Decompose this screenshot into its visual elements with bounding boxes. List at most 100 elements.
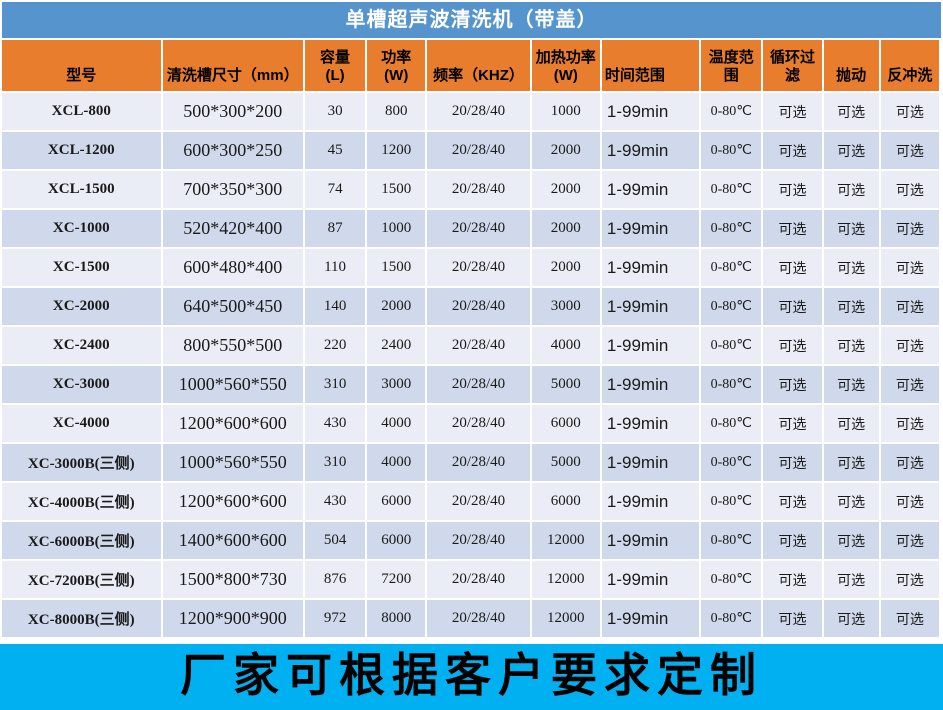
- cell-tank_size: 700*350*300: [162, 171, 303, 208]
- cell-power: 1200: [367, 132, 426, 169]
- cell-power: 7200: [367, 561, 426, 598]
- cell-backwash: 可选: [880, 249, 939, 286]
- cell-time_range: 1-99min: [601, 93, 700, 130]
- cell-model: XC-3000B(三侧): [2, 444, 161, 481]
- cell-time_range: 1-99min: [601, 483, 700, 520]
- spec-table-body: XCL-800 500*300*200 30 800 20/28/40 1000 1-99m…: [2, 93, 939, 637]
- cell-power: 6000: [367, 483, 426, 520]
- cell-temp_range: 0-80℃: [701, 366, 762, 403]
- cell-backwash: 可选: [880, 93, 939, 130]
- cell-capacity: 45: [304, 132, 366, 169]
- customization-banner: 厂家可根据客户要求定制: [0, 644, 943, 710]
- cell-agitation: 可选: [823, 93, 879, 130]
- cell-model: XC-3000: [2, 366, 161, 403]
- cell-agitation: 可选: [823, 561, 879, 598]
- cell-agitation: 可选: [823, 288, 879, 325]
- column-header-circulation-filter: 循环过滤: [763, 40, 822, 91]
- cell-backwash: 可选: [880, 405, 939, 442]
- table-row: XC-1000 520*420*400 87 1000 20/28/40 2000 1-99…: [2, 210, 939, 247]
- cell-time_range: 1-99min: [601, 444, 700, 481]
- cell-tank_size: 520*420*400: [162, 210, 303, 247]
- cell-time_range: 1-99min: [601, 288, 700, 325]
- cell-model: XCL-1200: [2, 132, 161, 169]
- cell-heating_power: 2000: [531, 210, 600, 247]
- cell-frequency: 20/28/40: [427, 405, 530, 442]
- cell-temp_range: 0-80℃: [701, 483, 762, 520]
- cell-temp_range: 0-80℃: [701, 327, 762, 364]
- cell-circulation_filter: 可选: [763, 561, 822, 598]
- cell-backwash: 可选: [880, 327, 939, 364]
- cell-tank_size: 1000*560*550: [162, 366, 303, 403]
- cell-power: 6000: [367, 522, 426, 559]
- cell-model: XC-4000: [2, 405, 161, 442]
- cell-tank_size: 1200*900*900: [162, 600, 303, 637]
- cell-temp_range: 0-80℃: [701, 405, 762, 442]
- cell-frequency: 20/28/40: [427, 249, 530, 286]
- cell-tank_size: 600*300*250: [162, 132, 303, 169]
- cell-agitation: 可选: [823, 249, 879, 286]
- cell-heating_power: 2000: [531, 249, 600, 286]
- cell-heating_power: 5000: [531, 444, 600, 481]
- cell-backwash: 可选: [880, 132, 939, 169]
- cell-power: 4000: [367, 444, 426, 481]
- cell-time_range: 1-99min: [601, 249, 700, 286]
- cell-frequency: 20/28/40: [427, 327, 530, 364]
- cell-time_range: 1-99min: [601, 327, 700, 364]
- cell-tank_size: 1000*560*550: [162, 444, 303, 481]
- column-header-time-range: 时间范围: [601, 40, 700, 91]
- cell-backwash: 可选: [880, 210, 939, 247]
- column-header-capacity: 容量 (L): [304, 40, 366, 91]
- table-row: XC-6000B(三侧) 1400*600*600 504 6000 20/28/40 1…: [2, 522, 939, 559]
- cell-model: XC-6000B(三侧): [2, 522, 161, 559]
- cell-backwash: 可选: [880, 288, 939, 325]
- cell-temp_range: 0-80℃: [701, 171, 762, 208]
- cell-temp_range: 0-80℃: [701, 288, 762, 325]
- cell-heating_power: 3000: [531, 288, 600, 325]
- cell-agitation: 可选: [823, 405, 879, 442]
- cell-temp_range: 0-80℃: [701, 600, 762, 637]
- cell-power: 3000: [367, 366, 426, 403]
- cell-circulation_filter: 可选: [763, 600, 822, 637]
- cell-backwash: 可选: [880, 366, 939, 403]
- cell-frequency: 20/28/40: [427, 561, 530, 598]
- cell-model: XC-1000: [2, 210, 161, 247]
- cell-backwash: 可选: [880, 600, 939, 637]
- column-header-agitation: 抛动: [823, 40, 879, 91]
- cell-circulation_filter: 可选: [763, 366, 822, 403]
- cell-model: XCL-800: [2, 93, 161, 130]
- cell-power: 2000: [367, 288, 426, 325]
- cell-frequency: 20/28/40: [427, 444, 530, 481]
- table-row: XCL-800 500*300*200 30 800 20/28/40 1000 1-99m…: [2, 93, 939, 130]
- cell-tank_size: 500*300*200: [162, 93, 303, 130]
- column-header-tank-size: 清洗槽尺寸（mm）: [162, 40, 303, 91]
- cell-frequency: 20/28/40: [427, 93, 530, 130]
- cell-backwash: 可选: [880, 483, 939, 520]
- cell-temp_range: 0-80℃: [701, 561, 762, 598]
- cell-circulation_filter: 可选: [763, 249, 822, 286]
- cell-circulation_filter: 可选: [763, 444, 822, 481]
- cell-model: XC-1500: [2, 249, 161, 286]
- column-header-temp-range: 温度范围: [701, 40, 762, 91]
- cell-heating_power: 6000: [531, 405, 600, 442]
- cell-frequency: 20/28/40: [427, 483, 530, 520]
- cell-agitation: 可选: [823, 483, 879, 520]
- cell-model: XC-8000B(三侧): [2, 600, 161, 637]
- cell-frequency: 20/28/40: [427, 171, 530, 208]
- table-row: XCL-1500 700*350*300 74 1500 20/28/40 2000 1-9…: [2, 171, 939, 208]
- cell-agitation: 可选: [823, 327, 879, 364]
- cell-power: 2400: [367, 327, 426, 364]
- cell-heating_power: 12000: [531, 600, 600, 637]
- cell-heating_power: 12000: [531, 522, 600, 559]
- cell-agitation: 可选: [823, 132, 879, 169]
- cell-agitation: 可选: [823, 444, 879, 481]
- cell-frequency: 20/28/40: [427, 288, 530, 325]
- table-row: XC-8000B(三侧) 1200*900*900 972 8000 20/28/40 1…: [2, 600, 939, 637]
- cell-model: XC-4000B(三侧): [2, 483, 161, 520]
- cell-tank_size: 1200*600*600: [162, 405, 303, 442]
- cell-heating_power: 6000: [531, 483, 600, 520]
- cell-frequency: 20/28/40: [427, 366, 530, 403]
- cell-heating_power: 2000: [531, 171, 600, 208]
- cell-time_range: 1-99min: [601, 522, 700, 559]
- cell-power: 800: [367, 93, 426, 130]
